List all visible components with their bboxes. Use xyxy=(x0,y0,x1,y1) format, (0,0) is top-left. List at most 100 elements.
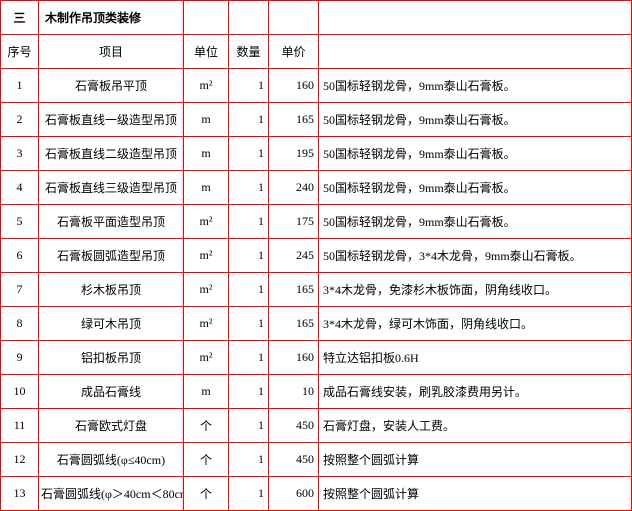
cell-price: 165 xyxy=(269,307,319,341)
cell-project: 绿可木吊顶 xyxy=(39,307,184,341)
cell-qty: 1 xyxy=(229,171,269,205)
table-row: 13石膏圆弧线(φ＞40cm＜80cm)个1600按照整个圆弧计算 xyxy=(1,477,632,511)
table-row: 7杉木板吊顶m²11653*4木龙骨，免漆杉木板饰面，阴角线收口。 xyxy=(1,273,632,307)
cell-seq: 3 xyxy=(1,137,39,171)
table-row: 12石膏圆弧线(φ≤40cm)个1450按照整个圆弧计算 xyxy=(1,443,632,477)
cell-desc: 按照整个圆弧计算 xyxy=(319,477,632,511)
empty-cell xyxy=(269,1,319,35)
header-desc xyxy=(319,35,632,69)
cell-desc: 特立达铝扣板0.6H xyxy=(319,341,632,375)
cell-desc: 50国标轻钢龙骨，9mm泰山石膏板。 xyxy=(319,205,632,239)
cell-desc: 按照整个圆弧计算 xyxy=(319,443,632,477)
cell-unit: m xyxy=(184,375,229,409)
section-number: 三 xyxy=(1,1,39,35)
cell-unit: m² xyxy=(184,69,229,103)
cell-project: 成品石膏线 xyxy=(39,375,184,409)
cell-seq: 7 xyxy=(1,273,39,307)
cell-qty: 1 xyxy=(229,375,269,409)
column-header-row: 序号 项目 单位 数量 单价 xyxy=(1,35,632,69)
cell-seq: 12 xyxy=(1,443,39,477)
cell-desc: 50国标轻钢龙骨，9mm泰山石膏板。 xyxy=(319,137,632,171)
cell-desc: 50国标轻钢龙骨，9mm泰山石膏板。 xyxy=(319,103,632,137)
cell-qty: 1 xyxy=(229,205,269,239)
cell-qty: 1 xyxy=(229,273,269,307)
cell-qty: 1 xyxy=(229,477,269,511)
cell-seq: 6 xyxy=(1,239,39,273)
header-project: 项目 xyxy=(39,35,184,69)
section-title: 木制作吊顶类装修 xyxy=(39,1,184,35)
cell-qty: 1 xyxy=(229,409,269,443)
table-row: 3石膏板直线二级造型吊顶m119550国标轻钢龙骨，9mm泰山石膏板。 xyxy=(1,137,632,171)
cell-qty: 1 xyxy=(229,307,269,341)
cell-desc: 成品石膏线安装，刷乳胶漆费用另计。 xyxy=(319,375,632,409)
cell-unit: m² xyxy=(184,307,229,341)
cell-desc: 50国标轻钢龙骨，3*4木龙骨，9mm泰山石膏板。 xyxy=(319,239,632,273)
cell-project: 石膏圆弧线(φ≤40cm) xyxy=(39,443,184,477)
cell-seq: 9 xyxy=(1,341,39,375)
cell-qty: 1 xyxy=(229,239,269,273)
header-price: 单价 xyxy=(269,35,319,69)
cell-unit: 个 xyxy=(184,409,229,443)
cell-price: 10 xyxy=(269,375,319,409)
cell-unit: m² xyxy=(184,205,229,239)
cell-seq: 10 xyxy=(1,375,39,409)
cell-qty: 1 xyxy=(229,341,269,375)
cell-project: 石膏板圆弧造型吊顶 xyxy=(39,239,184,273)
cell-qty: 1 xyxy=(229,443,269,477)
cell-price: 160 xyxy=(269,69,319,103)
cell-price: 450 xyxy=(269,443,319,477)
empty-cell xyxy=(229,1,269,35)
cell-project: 石膏板吊平顶 xyxy=(39,69,184,103)
table-row: 9铝扣板吊顶m²1160特立达铝扣板0.6H xyxy=(1,341,632,375)
cell-unit: 个 xyxy=(184,477,229,511)
cell-qty: 1 xyxy=(229,69,269,103)
empty-cell xyxy=(184,1,229,35)
cell-desc: 50国标轻钢龙骨，9mm泰山石膏板。 xyxy=(319,171,632,205)
cell-price: 165 xyxy=(269,103,319,137)
header-unit: 单位 xyxy=(184,35,229,69)
cell-seq: 13 xyxy=(1,477,39,511)
cell-seq: 8 xyxy=(1,307,39,341)
cell-seq: 11 xyxy=(1,409,39,443)
section-header-row: 三 木制作吊顶类装修 xyxy=(1,1,632,35)
cell-price: 600 xyxy=(269,477,319,511)
cell-price: 245 xyxy=(269,239,319,273)
table-row: 1石膏板吊平顶m²116050国标轻钢龙骨，9mm泰山石膏板。 xyxy=(1,69,632,103)
table-row: 2石膏板直线一级造型吊顶m116550国标轻钢龙骨，9mm泰山石膏板。 xyxy=(1,103,632,137)
table-row: 5石膏板平面造型吊顶m²117550国标轻钢龙骨，9mm泰山石膏板。 xyxy=(1,205,632,239)
cell-unit: m xyxy=(184,103,229,137)
cell-qty: 1 xyxy=(229,103,269,137)
table-row: 8绿可木吊顶m²11653*4木龙骨，绿可木饰面，阴角线收口。 xyxy=(1,307,632,341)
cell-seq: 5 xyxy=(1,205,39,239)
header-qty: 数量 xyxy=(229,35,269,69)
table-row: 10成品石膏线m110成品石膏线安装，刷乳胶漆费用另计。 xyxy=(1,375,632,409)
cell-price: 165 xyxy=(269,273,319,307)
cell-unit: m² xyxy=(184,341,229,375)
cell-unit: m² xyxy=(184,273,229,307)
table-row: 11石膏欧式灯盘个1450石膏灯盘，安装人工费。 xyxy=(1,409,632,443)
cell-price: 160 xyxy=(269,341,319,375)
cell-seq: 4 xyxy=(1,171,39,205)
cell-unit: 个 xyxy=(184,443,229,477)
cell-desc: 3*4木龙骨，绿可木饰面，阴角线收口。 xyxy=(319,307,632,341)
table-row: 4石膏板直线三级造型吊顶m124050国标轻钢龙骨，9mm泰山石膏板。 xyxy=(1,171,632,205)
cell-price: 450 xyxy=(269,409,319,443)
cell-desc: 50国标轻钢龙骨，9mm泰山石膏板。 xyxy=(319,69,632,103)
cell-project: 石膏圆弧线(φ＞40cm＜80cm) xyxy=(39,477,184,511)
cell-seq: 2 xyxy=(1,103,39,137)
cell-qty: 1 xyxy=(229,137,269,171)
empty-cell xyxy=(319,1,632,35)
table-row: 6石膏板圆弧造型吊顶m²124550国标轻钢龙骨，3*4木龙骨，9mm泰山石膏板… xyxy=(1,239,632,273)
cell-project: 铝扣板吊顶 xyxy=(39,341,184,375)
cell-unit: m² xyxy=(184,239,229,273)
cell-project: 石膏板直线三级造型吊顶 xyxy=(39,171,184,205)
header-seq: 序号 xyxy=(1,35,39,69)
cell-price: 175 xyxy=(269,205,319,239)
cell-desc: 3*4木龙骨，免漆杉木板饰面，阴角线收口。 xyxy=(319,273,632,307)
pricing-table: 三 木制作吊顶类装修 序号 项目 单位 数量 单价 1石膏板吊平顶m²11605… xyxy=(0,0,632,511)
cell-project: 石膏板直线一级造型吊顶 xyxy=(39,103,184,137)
cell-project: 石膏板平面造型吊顶 xyxy=(39,205,184,239)
cell-seq: 1 xyxy=(1,69,39,103)
cell-project: 石膏板直线二级造型吊顶 xyxy=(39,137,184,171)
cell-unit: m xyxy=(184,137,229,171)
